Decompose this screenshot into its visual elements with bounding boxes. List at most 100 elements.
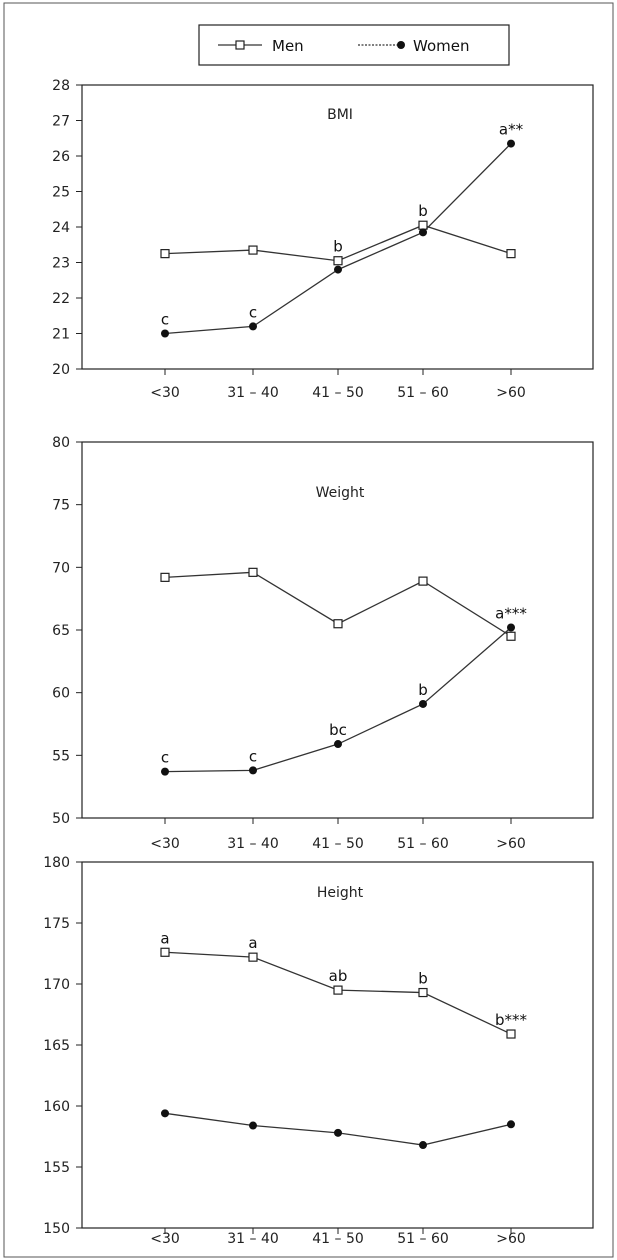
weight-series-women-point xyxy=(249,766,257,775)
weight-series-women-annotation: b xyxy=(418,681,428,699)
height-series-men-annotation: b*** xyxy=(495,1011,528,1029)
weight-series-women-annotation: c xyxy=(161,749,169,767)
height-series-men-point xyxy=(248,952,258,962)
bmi-ytick-label: 23 xyxy=(52,256,70,272)
bmi-series-women-point xyxy=(249,322,257,331)
legend-item-men: Men xyxy=(218,37,304,55)
bmi-series-men-point xyxy=(248,245,258,255)
bmi-xtick-label: 51 – 60 xyxy=(397,385,449,401)
height-series-men-annotation: ab xyxy=(329,967,348,985)
bmi-ytick-label: 20 xyxy=(52,362,70,378)
bmi-chart-title: BMI xyxy=(327,107,353,123)
bmi-series-women-annotation: c xyxy=(249,303,257,321)
bmi-series-women-point xyxy=(419,228,427,237)
weight-xtick-label: <30 xyxy=(150,836,180,852)
weight-xtick-label: 51 – 60 xyxy=(397,836,449,852)
figure-border xyxy=(3,2,614,1258)
legend: Men Women xyxy=(198,24,510,66)
height-series-men-annotation: b xyxy=(418,970,428,988)
weight-series-men-point xyxy=(418,576,428,586)
bmi-xtick-label: 31 – 40 xyxy=(227,385,279,401)
weight-series-men-point xyxy=(248,567,258,577)
bmi-ytick-label: 22 xyxy=(52,291,70,307)
bmi-series-women-annotation: a** xyxy=(499,121,524,139)
bmi-series-women-point xyxy=(507,139,515,148)
bmi-xtick-label: 41 – 50 xyxy=(312,385,364,401)
height-plot-frame xyxy=(81,861,594,1229)
weight-series-women-line xyxy=(164,627,512,773)
weight-series-women-point xyxy=(161,767,169,776)
legend-women-label: Women xyxy=(413,37,469,55)
height-chart: Height 150 155 160 165 170 175 180 <30 31 – 40 41… xyxy=(43,855,594,1247)
weight-series-men-point xyxy=(333,619,343,629)
weight-chart: Weight 50 55 60 65 70 75 80 <30 31 – 40 41 – 50 51… xyxy=(52,435,594,852)
height-xtick-label: <30 xyxy=(150,1231,180,1247)
height-ytick-label: 175 xyxy=(43,916,70,932)
legend-men-label: Men xyxy=(272,37,304,55)
weight-ytick-label: 60 xyxy=(52,686,70,702)
height-xtick-label: 51 – 60 xyxy=(397,1231,449,1247)
height-series-women-point xyxy=(249,1121,257,1130)
weight-ytick-label: 70 xyxy=(52,560,70,576)
height-ytick-label: 165 xyxy=(43,1038,70,1054)
bmi-series-men-point xyxy=(333,256,343,266)
legend-women-marker xyxy=(397,41,405,49)
bmi-chart: BMI 20 21 22 23 24 25 26 27 28 <30 31 – 40 41 – 50 5… xyxy=(52,78,594,401)
bmi-series-men-point xyxy=(506,249,516,259)
weight-xtick-label: 41 – 50 xyxy=(312,836,364,852)
bmi-ytick-label: 24 xyxy=(52,220,70,236)
height-ytick-label: 170 xyxy=(43,977,70,993)
bmi-series-men-point xyxy=(160,249,170,259)
weight-ytick-label: 55 xyxy=(52,748,70,764)
bmi-ytick-label: 27 xyxy=(52,114,70,130)
weight-series-women-annotation: a*** xyxy=(495,604,527,622)
bmi-series-men-annotation: b xyxy=(333,238,343,256)
height-series-men-annotation: a xyxy=(160,929,169,947)
height-xtick-label: >60 xyxy=(496,1231,526,1247)
height-ytick-label: 150 xyxy=(43,1221,70,1237)
height-series-women-point xyxy=(507,1120,515,1129)
bmi-series-women-point xyxy=(161,329,169,338)
height-ytick-label: 180 xyxy=(43,855,70,871)
bmi-ytick-label: 26 xyxy=(52,149,70,165)
weight-ytick-label: 80 xyxy=(52,435,70,451)
bmi-ytick-label: 28 xyxy=(52,78,70,94)
height-xtick-label: 41 – 50 xyxy=(312,1231,364,1247)
bmi-ytick-label: 21 xyxy=(52,327,70,343)
height-series-men-annotation: a xyxy=(248,934,257,952)
height-series-men-point xyxy=(418,987,428,998)
weight-xtick-label: 31 – 40 xyxy=(227,836,279,852)
weight-ytick-label: 65 xyxy=(52,623,70,639)
bmi-series-women-annotation: c xyxy=(161,311,169,329)
height-xtick-label: 31 – 40 xyxy=(227,1231,279,1247)
weight-xtick-label: >60 xyxy=(496,836,526,852)
weight-series-women-point xyxy=(507,623,515,632)
bmi-series-men-annotation: b xyxy=(418,202,428,220)
legend-men-marker xyxy=(235,40,245,50)
weight-chart-title: Weight xyxy=(316,485,365,501)
weight-series-women-annotation: bc xyxy=(329,721,347,739)
weight-series-men-point xyxy=(160,572,170,582)
bmi-ytick-label: 25 xyxy=(52,185,70,201)
weight-series-men-point xyxy=(506,631,516,641)
height-series-women-point xyxy=(334,1128,342,1137)
weight-ytick-label: 50 xyxy=(52,811,70,827)
height-series-women-point xyxy=(419,1141,427,1150)
weight-ytick-label: 75 xyxy=(52,498,70,514)
bmi-xtick-label: >60 xyxy=(496,385,526,401)
height-series-men-point xyxy=(160,947,170,957)
height-series-men-point xyxy=(333,985,343,995)
weight-series-women-point xyxy=(419,699,427,708)
bmi-xtick-label: <30 xyxy=(150,385,180,401)
height-series-men-point xyxy=(506,1029,516,1039)
legend-item-women: Women xyxy=(358,37,469,55)
height-chart-title: Height xyxy=(317,885,364,901)
weight-series-women-point xyxy=(334,740,342,749)
bmi-series-women-point xyxy=(334,265,342,274)
height-ytick-label: 160 xyxy=(43,1099,70,1115)
bmi-series-men-point xyxy=(418,220,428,230)
height-series-women-point xyxy=(161,1109,169,1118)
height-ytick-label: 155 xyxy=(43,1160,70,1176)
weight-series-women-annotation: c xyxy=(249,747,257,765)
